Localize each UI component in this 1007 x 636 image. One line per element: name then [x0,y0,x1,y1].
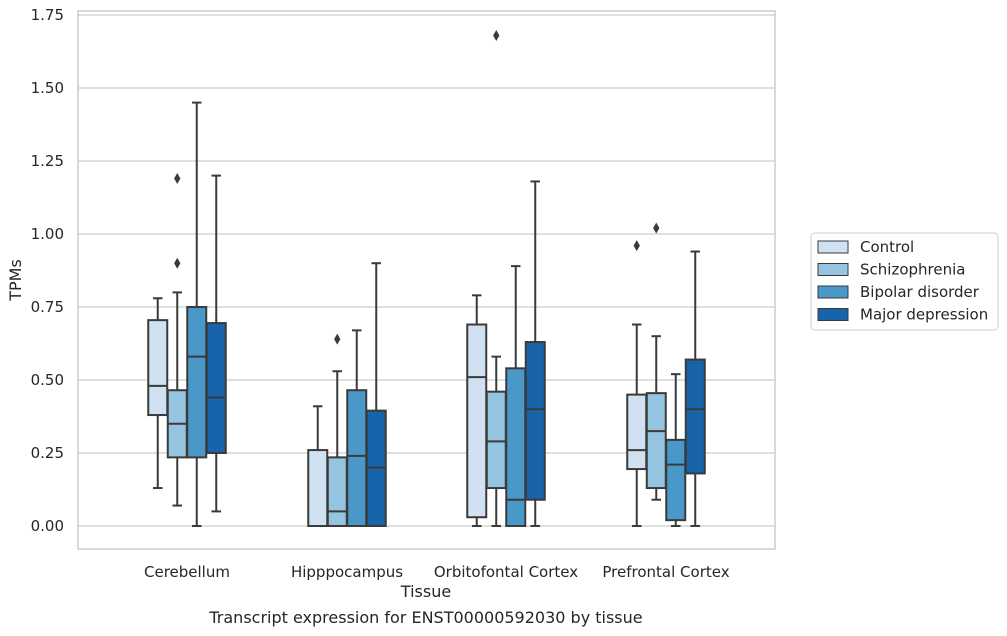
y-axis-title: TPMs [6,259,25,302]
legend-swatch [817,240,849,254]
boxes [147,29,706,528]
box-iqr [205,322,227,454]
x-tick-label: Prefrontal Cortex [602,563,729,581]
x-tick-labels: Cerebellum Hipppocampus Orbitofontal Corte… [144,563,730,581]
y-tick-label: 1.50 [31,79,64,97]
box-schizophrenia [166,173,188,507]
x-tick-label: Orbitofontal Cortex [434,563,578,581]
legend-label: Bipolar disorder [860,283,980,301]
y-tick-labels: 0.00 0.25 0.50 0.75 1.00 1.25 1.50 1.75 [31,6,64,535]
box-bipolar-disorder [186,101,208,527]
box-iqr [307,449,329,527]
box-iqr [466,323,488,519]
legend-label: Control [860,238,914,256]
box-iqr [626,393,648,471]
box-control [466,294,488,527]
y-tick-label: 0.00 [31,517,64,535]
box-major-depression [365,262,387,527]
y-tick-label: 1.25 [31,152,64,170]
legend-swatch [817,285,849,299]
legend: Control Schizophrenia Bipolar disorder Majo… [810,232,999,331]
box-major-depression [684,250,706,527]
outlier-point [174,257,181,269]
plot-frame [77,10,776,550]
box-iqr [186,306,208,459]
box-iqr [326,456,348,528]
outlier-point [633,240,640,252]
box-control [147,297,169,490]
outlier-point [334,333,341,345]
outlier-point [653,222,660,234]
y-tick-label: 1.75 [31,6,64,24]
legend-swatch [817,263,849,276]
box-iqr [524,341,546,501]
x-axis-title: Tissue [400,582,451,601]
y-tick-label: 0.50 [31,371,64,389]
outlier-point [174,173,181,185]
box-iqr [346,389,368,527]
chart-caption: Transcript expression for ENST0000059203… [208,608,642,627]
y-tick-label: 1.00 [31,225,64,243]
box-major-depression [205,174,227,513]
box-iqr [505,367,527,527]
legend-label: Major depression [860,306,988,324]
legend-frame [810,232,999,331]
box-bipolar-disorder [665,373,687,527]
y-tick-label: 0.25 [31,444,64,462]
box-major-depression [524,180,546,527]
outlier-point [493,29,500,41]
box-iqr [485,390,507,490]
x-tick-label: Cerebellum [144,563,230,581]
box-schizophrenia [485,29,507,527]
box-iqr [684,358,706,475]
box-iqr [147,319,169,417]
y-tick-label: 0.75 [31,298,64,316]
box-iqr [645,392,667,490]
x-tick-label: Hipppocampus [291,563,403,581]
legend-swatch [817,308,849,321]
box-iqr [665,438,687,522]
legend-label: Schizophrenia [860,261,965,279]
